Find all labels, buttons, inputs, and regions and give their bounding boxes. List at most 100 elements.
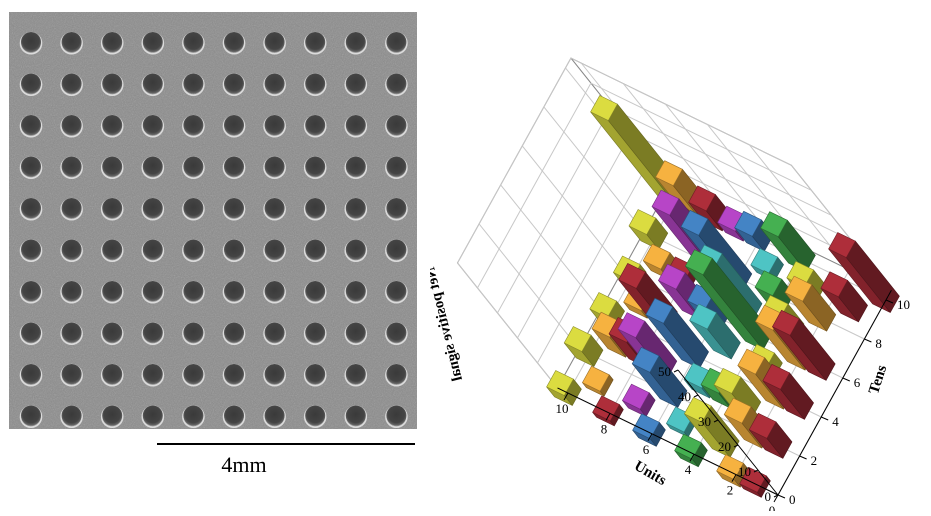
wall-grid-line (623, 83, 724, 209)
x-tick-mark (563, 392, 569, 401)
hole (345, 322, 366, 343)
y-tick-mark (864, 338, 872, 343)
hole (61, 364, 82, 384)
bar-u2-t0 (716, 454, 750, 488)
hole (21, 281, 41, 301)
hole (386, 73, 407, 94)
scale-bar-label: 4mm (221, 452, 267, 477)
hole (305, 198, 326, 218)
hole (224, 156, 244, 177)
hole (102, 73, 123, 94)
hole (345, 198, 366, 218)
y-tick-label: 2 (811, 453, 818, 468)
bar-u10-t8 (628, 209, 669, 251)
wall-grid-line (543, 106, 645, 233)
bar-face-top (762, 363, 791, 390)
bar-face-top (684, 249, 713, 276)
hole (264, 73, 285, 94)
bar-face-top (828, 232, 856, 258)
z-tick-mark (693, 394, 699, 398)
y-tick-mark (799, 455, 807, 460)
hole (305, 239, 326, 260)
bar-face-top (750, 248, 779, 274)
z-tick-label: 20 (718, 439, 731, 454)
bar-u6-t0 (632, 413, 666, 447)
bar-face-top (657, 263, 686, 290)
hole (305, 322, 326, 343)
hole (345, 115, 366, 135)
bar-face-top (632, 413, 660, 440)
y-tick-label: 8 (875, 336, 882, 351)
hole (102, 364, 123, 384)
bar-face-top (771, 309, 800, 336)
bar-u4-t6 (684, 249, 773, 351)
hole (61, 73, 82, 94)
hole (386, 156, 407, 177)
hole (345, 405, 366, 426)
bar-face-top (655, 160, 683, 187)
bar-face-top (628, 209, 657, 235)
y-axis-label: Tens (866, 363, 890, 396)
wall-grid-line (457, 57, 792, 264)
hole (61, 405, 82, 426)
hole (142, 405, 163, 426)
hole (102, 198, 123, 218)
y-tick-label: 0 (789, 492, 796, 507)
hole (183, 281, 204, 301)
hole (224, 405, 244, 426)
x-tick-label: 10 (556, 401, 569, 416)
bar-u7-t1 (621, 383, 656, 418)
hole (305, 364, 326, 384)
bar-u0-t10 (828, 232, 900, 314)
bar-u10-t0 (546, 370, 582, 407)
hole (102, 405, 123, 426)
bar-face-top (546, 370, 574, 396)
z-tick-label: 50 (658, 364, 671, 379)
hole (183, 156, 204, 177)
hole (21, 73, 41, 94)
x-tick-label: 6 (643, 442, 650, 457)
hole (264, 32, 285, 52)
hole (21, 322, 41, 343)
x-tick-label: 2 (727, 483, 734, 498)
y-tick-label: 6 (854, 375, 861, 390)
hole (386, 32, 407, 52)
bar-face-top (716, 454, 744, 480)
wall-grid-line (477, 82, 812, 289)
hole (61, 156, 82, 177)
hole (264, 198, 285, 218)
hole (142, 281, 163, 301)
hole (305, 281, 326, 301)
scale-bar (157, 443, 415, 445)
hole (345, 73, 366, 94)
z-tick-mark (753, 469, 759, 473)
hole (142, 156, 163, 177)
hole (61, 32, 82, 52)
hole (21, 32, 41, 52)
bar-face-top (820, 271, 849, 298)
y-tick-mark (821, 416, 829, 421)
hole (224, 281, 244, 301)
hole (21, 239, 41, 260)
x-tick-mark (647, 433, 653, 442)
hole (345, 281, 366, 301)
hole (102, 115, 123, 135)
bar-u6-t4 (645, 297, 709, 369)
bar-face-top (651, 189, 680, 216)
hole (264, 322, 285, 343)
hole (142, 239, 163, 260)
z-tick-label: 30 (698, 414, 711, 429)
hole (142, 322, 163, 343)
z-tick-label: 40 (678, 389, 691, 404)
hole (264, 281, 285, 301)
hole (183, 239, 204, 260)
hole (183, 405, 204, 426)
z-tick-label: 10 (738, 464, 751, 479)
hole (305, 32, 326, 52)
y-tick-label: 10 (897, 297, 910, 312)
z-tick-label: 0 (765, 489, 772, 504)
hole (142, 115, 163, 135)
hole (264, 115, 285, 135)
hole (183, 364, 204, 384)
bar-u6-t2 (631, 346, 688, 408)
